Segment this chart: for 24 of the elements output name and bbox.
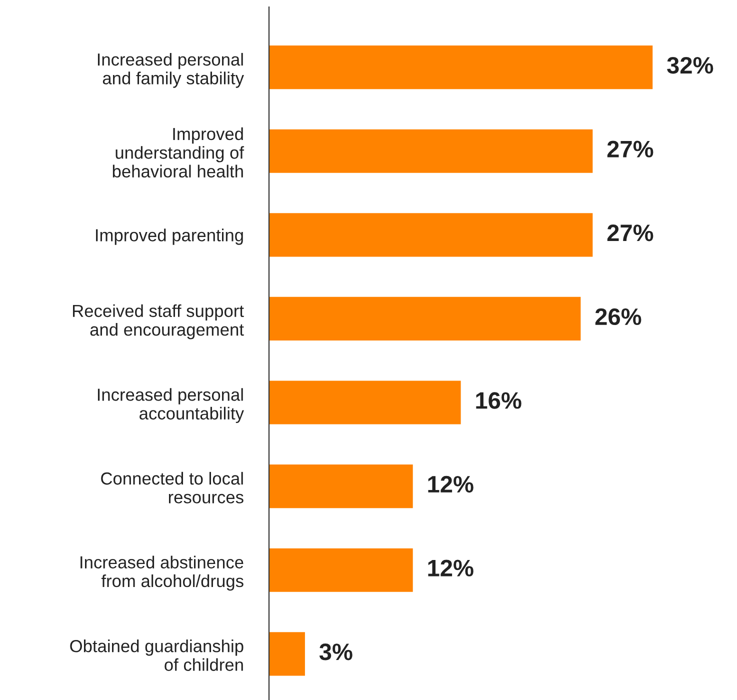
- data-label: 3%: [319, 644, 352, 660]
- bar: [269, 46, 653, 90]
- y-tick-label: Obtained guardianship of children: [70, 640, 244, 671]
- data-label: 27%: [607, 140, 654, 158]
- data-label: 12%: [428, 476, 474, 493]
- y-tick-label: Improved understanding of behavioral health: [112, 127, 244, 178]
- y-tick-label: Received staff support and encouragement: [73, 304, 244, 340]
- y-tick-label: Increased personal accountability: [98, 388, 244, 424]
- bar: [269, 213, 593, 257]
- y-tick-label: Increased personal and family stability: [98, 52, 244, 88]
- y-tick-label: Connected to local resources: [101, 472, 244, 504]
- y-tick-label: Improved parenting: [96, 228, 243, 245]
- bar: [269, 548, 413, 592]
- bar: [269, 129, 593, 173]
- bar: [269, 296, 581, 341]
- bar: [269, 632, 305, 676]
- data-label: 32%: [667, 56, 714, 74]
- data-label: 16%: [476, 392, 522, 409]
- data-label: 12%: [428, 560, 474, 576]
- data-label: 26%: [595, 308, 642, 326]
- bar: [269, 380, 461, 424]
- bar: [269, 464, 413, 508]
- data-label: 27%: [607, 224, 654, 242]
- y-tick-label: Increased abstinence from alcohol/drugs: [80, 556, 244, 591]
